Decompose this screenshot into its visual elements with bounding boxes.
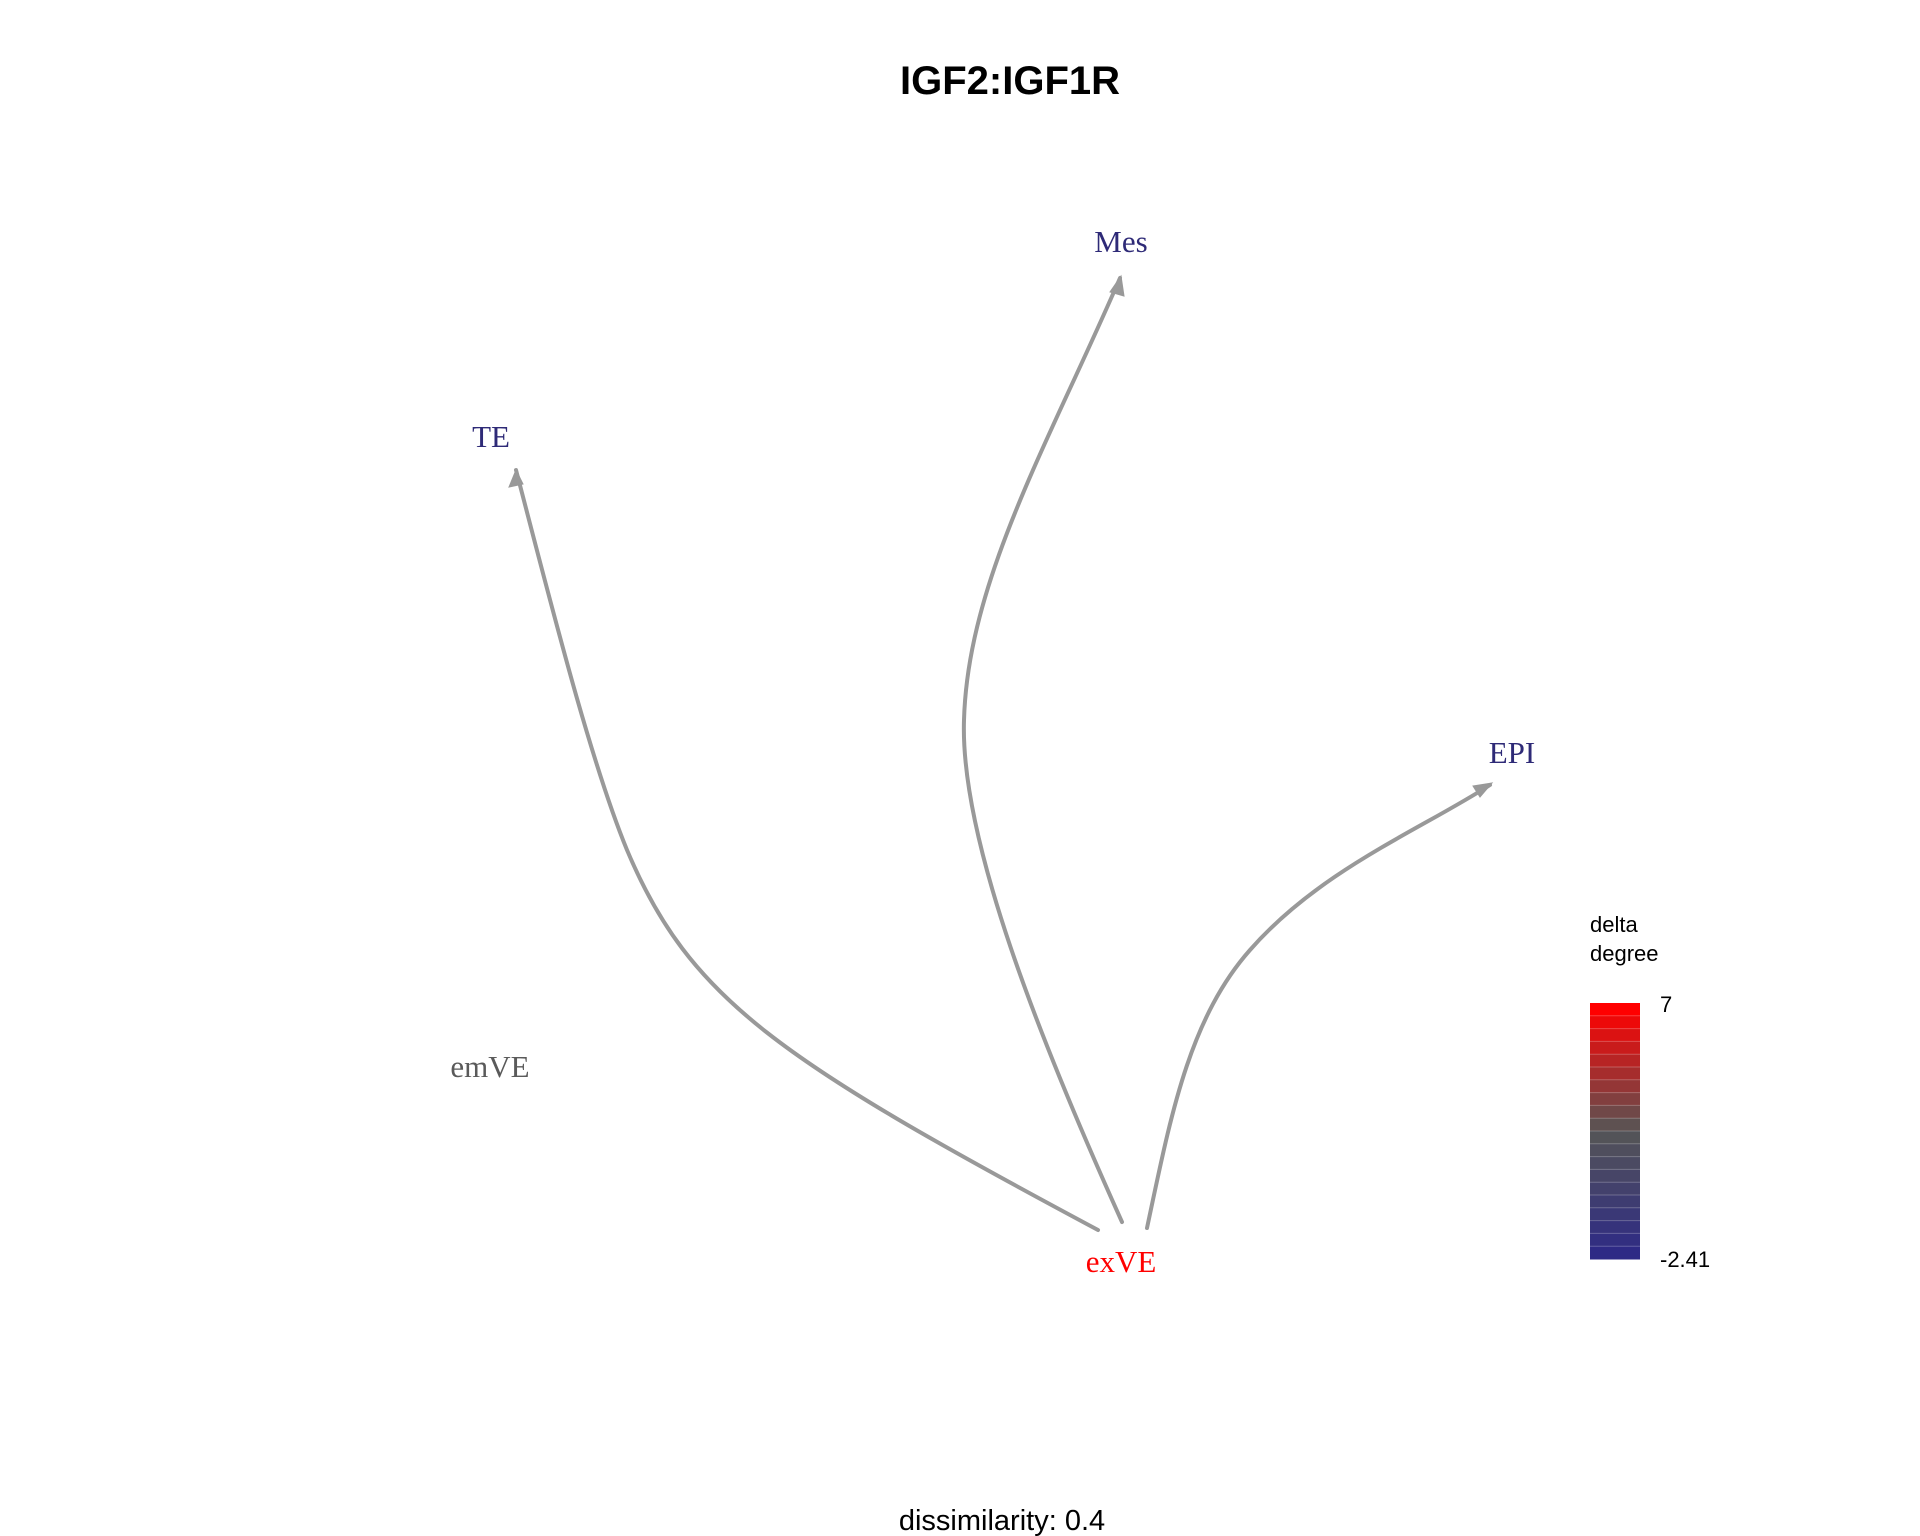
legend-bar-segment	[1590, 1028, 1640, 1042]
edge-exVE-EPI	[1145, 783, 1492, 1230]
legend-bar-segment	[1590, 1246, 1640, 1260]
legend-bar-segment	[1590, 1195, 1640, 1209]
legend-bar-segment	[1590, 1143, 1640, 1158]
node-label-emve: emVE	[450, 1049, 529, 1084]
edges-group	[508, 274, 1494, 1232]
node-label-te: TE	[472, 419, 510, 454]
legend-max-label: 7	[1660, 992, 1672, 1017]
node-label-mes: Mes	[1094, 224, 1147, 259]
legend-title-line2: degree	[1590, 941, 1659, 966]
node-label-exve: exVE	[1086, 1244, 1157, 1279]
legend-title-line1: delta	[1590, 912, 1638, 937]
legend-bar-segment	[1590, 1182, 1640, 1196]
legend-bar-segment	[1590, 1079, 1640, 1094]
color-legend: delta degree 7 -2.41	[1590, 912, 1710, 1272]
legend-bar-segment	[1590, 1105, 1640, 1119]
legend-bar-segment	[1590, 1220, 1640, 1234]
node-label-epi: EPI	[1489, 735, 1536, 770]
legend-bar-segment	[1590, 1207, 1640, 1222]
plot-title: IGF2:IGF1R	[900, 59, 1120, 103]
legend-bar-segment	[1590, 1169, 1640, 1183]
arrowhead-Mes	[1109, 274, 1125, 297]
nodes-group: Mes TE EPI emVE exVE	[450, 224, 1535, 1279]
edge-exVE-TE	[514, 468, 1100, 1232]
arrowhead-TE	[508, 468, 524, 488]
edge-exVE-Mes	[961, 276, 1124, 1224]
legend-bar-segment	[1590, 1118, 1640, 1132]
legend-bar-segment	[1590, 1003, 1640, 1017]
legend-bar-segment	[1590, 1015, 1640, 1030]
legend-bar-segment	[1590, 1156, 1640, 1170]
legend-color-bar	[1590, 1003, 1640, 1260]
legend-bar-segment	[1590, 1131, 1640, 1145]
legend-bar-segment	[1590, 1041, 1640, 1055]
legend-bar-segment	[1590, 1092, 1640, 1106]
dissimilarity-footer: dissimilarity: 0.4	[899, 1505, 1105, 1536]
legend-bar-segment	[1590, 1233, 1640, 1247]
legend-bar-segment	[1590, 1067, 1640, 1081]
legend-min-label: -2.41	[1660, 1247, 1710, 1272]
legend-bar-segment	[1590, 1054, 1640, 1068]
arrowhead-EPI	[1472, 782, 1494, 798]
